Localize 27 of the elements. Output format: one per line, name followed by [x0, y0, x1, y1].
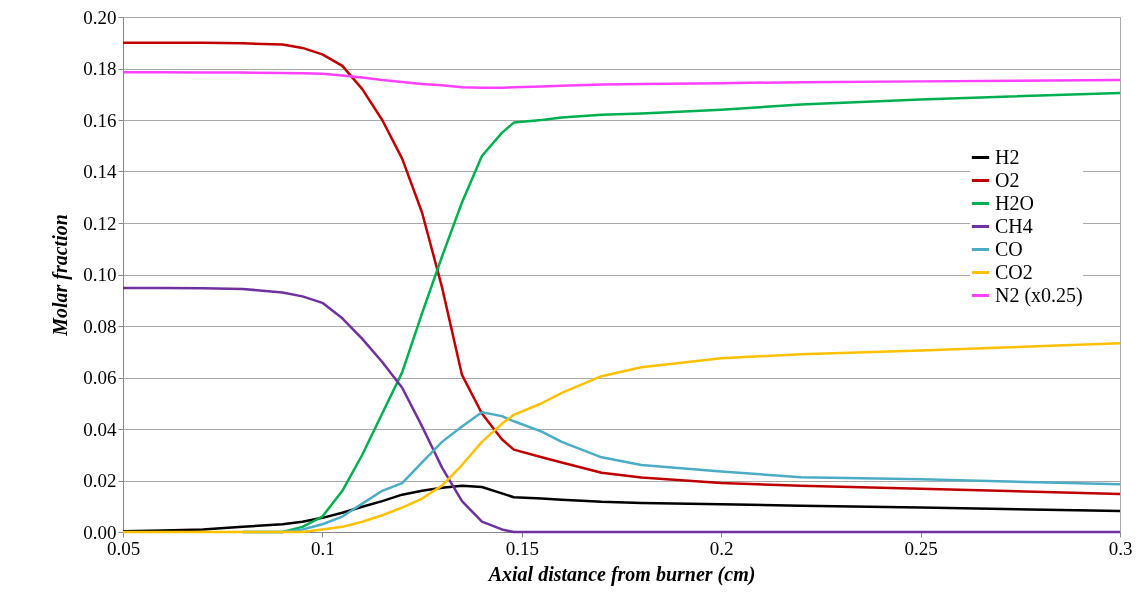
legend-label: CH4	[995, 214, 1033, 237]
y-tick-label: 0.16	[83, 109, 117, 131]
y-tick-label: 0.08	[83, 315, 117, 337]
line-series	[121, 41, 1122, 496]
legend-label: CO	[995, 237, 1023, 260]
x-axis-title: Axial distance from burner (cm)	[486, 562, 756, 586]
y-tick-label: 0.10	[83, 264, 117, 285]
y-axis-title: Molar fraction	[49, 214, 73, 337]
y-tick-label: 0.20	[83, 6, 117, 28]
y-tick-label: 0.02	[83, 470, 117, 491]
x-tick-label: 0.25	[904, 537, 938, 559]
x-tick-label: 0.2	[709, 537, 734, 559]
line-series	[121, 71, 1122, 90]
legend-label: O2	[995, 168, 1020, 191]
y-tick-label: 0.14	[83, 161, 117, 182]
legend-label: CO2	[995, 260, 1033, 283]
y-tick-label: 0.18	[83, 58, 117, 79]
legend-label: H2	[995, 145, 1020, 168]
y-tick-label: 0.06	[83, 367, 117, 388]
y-tick-label: 0.04	[83, 418, 117, 440]
y-tick-label: 0.00	[83, 521, 117, 543]
x-tick-label: 0.1	[311, 537, 335, 559]
legend-label: H2O	[995, 191, 1034, 214]
x-tick-label: 0.3	[1108, 537, 1133, 559]
legend-label: N2 (x0.25)	[995, 283, 1083, 307]
y-tick-label: 0.12	[83, 212, 117, 234]
x-tick-label: 0.15	[505, 537, 539, 559]
